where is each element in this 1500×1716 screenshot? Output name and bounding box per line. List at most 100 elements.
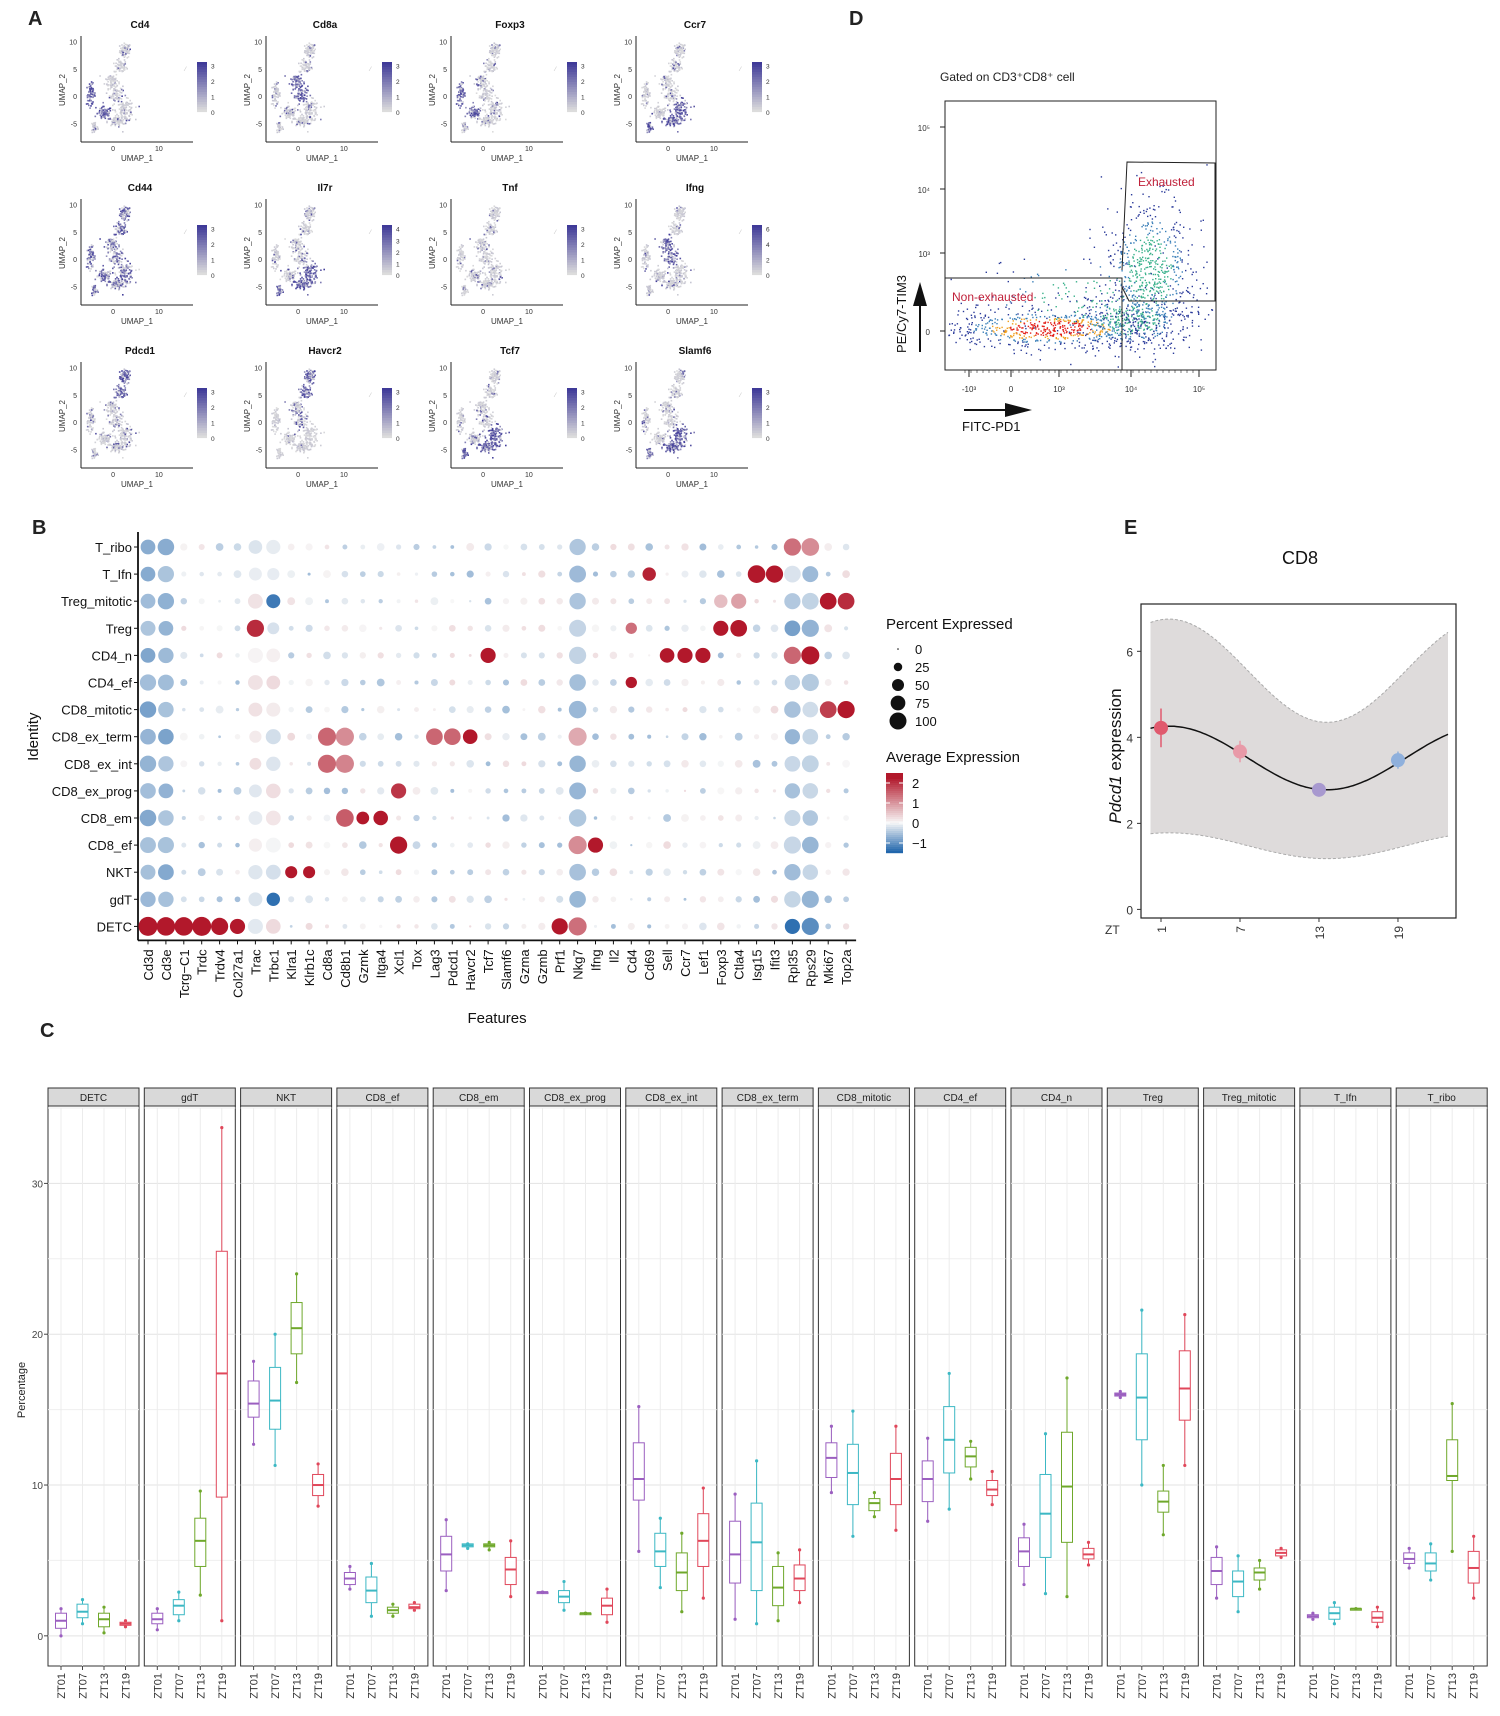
umap-cell [113,99,115,101]
umap-legend-tick: 1 [396,95,400,102]
umap-cell [478,118,480,120]
umap-cell [88,93,90,96]
umap-cell [112,77,115,80]
umap-outlier: ⁄ [368,67,372,73]
umap-cell [305,115,308,118]
umap-cell [272,86,275,89]
umap-cell [487,104,490,106]
umap-cell [476,108,479,111]
umap-cell [678,65,680,68]
umap-cell [292,114,295,117]
umap-cell [482,85,484,87]
umap-legend-swatch [382,104,392,108]
umap-cell [90,87,93,89]
umap-cell [669,65,672,67]
umap-cell [308,67,311,69]
umap-cell [289,110,291,112]
umap-legend-swatch [382,62,392,65]
umap-cell [306,103,309,105]
umap-cell [273,93,275,96]
umap-title: Ccr7 [684,20,707,31]
umap-cell [107,111,109,114]
umap-cell [666,86,668,88]
umap-legend-swatch [382,79,392,83]
umap-cell [680,66,683,69]
umap-legend-swatch [567,84,577,88]
umap-xlabel: UMAP_1 [306,154,339,163]
umap-cell [298,85,301,88]
umap-cell [679,63,681,65]
umap-cell [122,123,125,125]
umap-cell [93,122,95,124]
umap-cell [88,100,90,102]
umap-cell [115,73,118,76]
umap-cell [485,62,487,65]
umap-cell [663,95,666,97]
umap-cell [500,102,502,105]
umap-cell [491,62,493,65]
umap-cell [105,111,108,113]
umap-cell [499,109,502,111]
umap-cell [646,88,649,91]
umap-cell [298,88,300,90]
umap-ylabel: UMAP_2 [428,73,437,106]
umap-cell [669,86,672,89]
umap-cell [491,70,493,72]
umap-cell [494,46,497,48]
umap-cell [103,83,106,85]
umap-cell [102,114,105,116]
umap-cell [280,106,282,109]
umap-ytick: -5 [626,122,632,129]
umap-cell [491,111,494,114]
umap-cell [303,57,305,60]
umap-cell [496,57,499,59]
umap-cell [315,102,317,105]
umap-cell [476,121,478,124]
umap-cell [479,118,481,120]
umap-cell [668,81,670,83]
umap-cell [484,79,487,81]
umap-cell [674,64,677,66]
umap-cell [492,131,494,133]
umap-cell [305,52,307,55]
umap-cell [279,128,282,130]
umap-cell [284,114,287,116]
umap-cell [492,51,494,54]
umap-cell [114,92,117,95]
umap-cell [289,114,291,116]
umap-cell [495,48,497,51]
umap-cell [303,90,306,92]
umap-cell [291,83,293,86]
umap-cell [122,108,124,111]
umap-cell [125,47,128,49]
umap-cell [490,115,493,118]
umap-cell [308,65,310,68]
umap-cell [114,111,117,113]
umap-legend-tick: 3 [396,64,400,71]
umap-cell [110,97,113,99]
umap-cell [116,95,118,97]
umap-cell [477,84,479,87]
umap-cell [494,112,497,115]
umap-cell [643,83,646,85]
umap-cell [300,85,303,88]
umap-cell [124,43,127,46]
umap-cell [316,114,318,116]
umap-cell [311,45,314,47]
umap-cell [113,62,115,65]
umap-cell [677,70,679,72]
umap-cell [299,109,301,111]
umap-cell [463,125,466,128]
umap-cell [481,123,483,126]
umap-cell [486,118,489,120]
umap-legend-tick: 1 [211,95,215,102]
umap-cell [649,95,651,97]
umap-cell [481,121,483,123]
umap-cell [307,89,309,92]
umap-cell [296,79,299,81]
umap-cell [126,50,128,53]
umap-cell [298,117,300,120]
umap-cell [111,123,113,126]
umap-cell [272,103,274,105]
umap-legend-swatch [197,94,207,98]
